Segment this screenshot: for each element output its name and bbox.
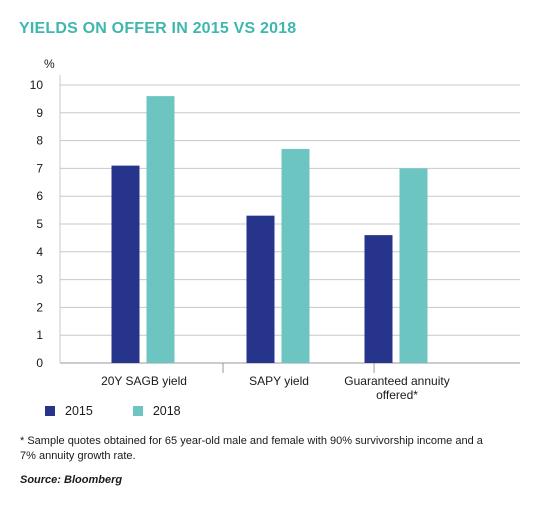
y-tick-label: 1 bbox=[36, 328, 43, 342]
bar-2015-3 bbox=[364, 235, 393, 363]
y-axis-label: % bbox=[44, 57, 55, 71]
y-tick-label: 8 bbox=[36, 134, 43, 148]
y-tick-label: 0 bbox=[36, 356, 43, 370]
footnote: * Sample quotes obtained for 65 year-old… bbox=[20, 435, 483, 462]
legend-item-2015: 2015 bbox=[45, 404, 93, 418]
y-tick-label: 5 bbox=[36, 217, 43, 231]
y-tick-label: 2 bbox=[36, 300, 43, 314]
source-note: Source: Bloomberg bbox=[20, 474, 123, 486]
y-tick-label: 9 bbox=[36, 106, 43, 120]
bar-chart: % 0 1 2 3 4 5 6 7 8 9 10 20Y SAGB yield SAPY yield Gua… bbox=[30, 57, 520, 400]
legend-label-2018: 2018 bbox=[152, 404, 181, 418]
legend-item-2018: 2018 bbox=[132, 404, 181, 418]
bar-2015-2 bbox=[246, 215, 275, 363]
y-tick-label: 3 bbox=[36, 273, 43, 287]
y-tick-label: 10 bbox=[30, 78, 44, 92]
legend-swatch-2015 bbox=[45, 406, 55, 416]
legend: 2015 2018 bbox=[45, 404, 221, 418]
x-tick-label: offered* bbox=[376, 388, 418, 400]
y-tick-label: 6 bbox=[36, 189, 43, 203]
y-tick-label: 7 bbox=[36, 161, 43, 175]
chart-title: YIELDS ON OFFER IN 2015 VS 2018 bbox=[19, 20, 297, 37]
bar-2018-3 bbox=[399, 168, 428, 363]
legend-label-2015: 2015 bbox=[65, 404, 93, 418]
bar-2015-1 bbox=[111, 165, 140, 363]
x-tick-label: 20Y SAGB yield bbox=[101, 374, 187, 388]
x-tick-label: Guaranteed annuity bbox=[344, 374, 449, 388]
y-tick-label: 4 bbox=[36, 245, 43, 259]
x-tick-label: SAPY yield bbox=[249, 374, 309, 388]
legend-swatch-2018 bbox=[132, 406, 143, 416]
bar-2018-2 bbox=[281, 148, 310, 363]
bar-2018-1 bbox=[146, 96, 175, 364]
